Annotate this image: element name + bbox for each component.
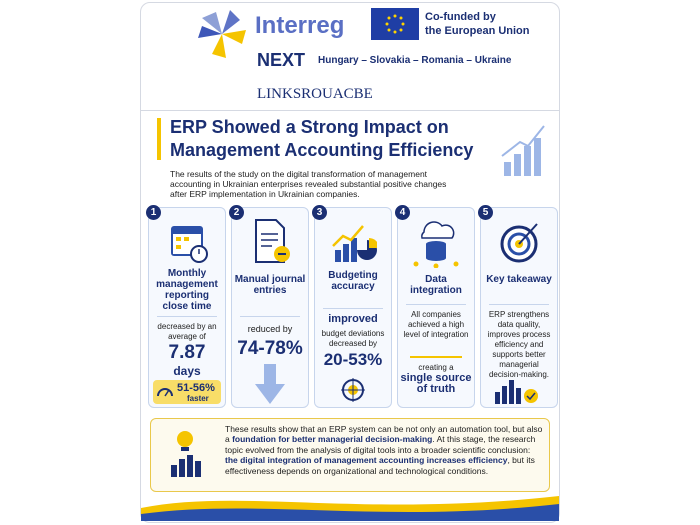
card-text: creating a — [418, 363, 454, 372]
text-run: These results show that an ERP system ca… — [225, 424, 543, 445]
chart-icon — [332, 225, 377, 262]
card-highlight: single source of truth — [400, 372, 472, 395]
target-icon — [500, 223, 538, 263]
card-text: reduced by — [247, 324, 293, 334]
text-run-bold: the digital integration of management ac… — [225, 455, 508, 466]
card: 5 Key takeaway ERP strengthens data qual… — [478, 205, 558, 408]
badge-value: 51-56% — [177, 382, 215, 394]
text-run: . At this stage, the research topic evol… — [225, 434, 536, 455]
eu-flag — [371, 8, 419, 40]
card: 1 Monthly management reporting close tim… — [146, 205, 226, 408]
card-text: All companies achieved a high level of i… — [403, 310, 469, 339]
card-text: decreased by an average of — [157, 322, 217, 341]
badge: 51-56% faster — [153, 380, 221, 404]
footer-waves — [141, 496, 559, 521]
countries: Hungary – Slovakia – Romania – Ukraine — [318, 55, 512, 66]
card-title: Manual journal entries — [234, 274, 306, 296]
eu-text: Co-funded by — [425, 11, 496, 23]
card-text: budget deviations decreased by — [321, 329, 385, 348]
card: 3 Budgeting accuracy improved budget dev… — [312, 205, 392, 408]
intro: The results of the study on the digital … — [170, 169, 446, 199]
divider — [140, 110, 560, 111]
document-icon — [255, 219, 290, 263]
card-title: Key takeaway — [486, 274, 552, 285]
intro-line: accounting in Ukrainian enterprises reve… — [170, 179, 447, 189]
text-run-bold: foundation for better managerial decisio… — [232, 434, 433, 445]
card-value: 74-78% — [237, 338, 303, 359]
down-arrow — [255, 364, 285, 404]
separator — [157, 316, 217, 317]
logo-text: Interreg — [255, 12, 345, 39]
bars-check-icon — [495, 380, 538, 404]
badge-text: faster — [187, 394, 209, 403]
conclusion-text: These results show that an ERP system ca… — [225, 424, 543, 476]
gauge-icon — [157, 388, 173, 397]
idea-icon — [171, 431, 201, 477]
card-number: 2 — [229, 205, 244, 220]
card-highlight: improved — [328, 313, 378, 325]
separator — [410, 356, 462, 358]
conclusion-box: These results show that an ERP system ca… — [150, 418, 550, 492]
card-number: 1 — [146, 205, 161, 220]
card-number: 3 — [312, 205, 327, 220]
card-title: Budgeting accuracy — [328, 270, 378, 292]
target-icon — [341, 378, 365, 402]
title: ERP Showed a Strong Impact on — [170, 117, 449, 137]
title: Management Accounting Efficiency — [170, 140, 474, 160]
program: NEXT — [257, 50, 306, 70]
separator — [240, 316, 300, 317]
card: 4 Data integration All companies achieve… — [395, 205, 475, 408]
card-unit: days — [173, 364, 201, 378]
accent-bar — [157, 118, 161, 160]
separator — [323, 308, 383, 309]
intro-line: after ERP implementation in Ukrainian co… — [170, 189, 360, 199]
card-title: Monthly management reporting close time — [156, 268, 218, 312]
card-title: Data integration — [410, 274, 462, 296]
logo-mark — [198, 10, 246, 58]
frame — [140, 2, 560, 523]
card: 2 Manual journal entries reduced by 74-7… — [229, 205, 309, 408]
separator — [489, 304, 549, 305]
project: LINKSROUACBE — [257, 86, 373, 102]
eu-text: the European Union — [425, 25, 530, 37]
card-number: 4 — [395, 205, 410, 220]
calendar-icon — [171, 226, 208, 263]
separator — [406, 304, 466, 305]
card-value: 20-53% — [323, 350, 383, 369]
card-text: ERP strengthens data quality, improves p… — [487, 310, 551, 379]
text-run: , but its effectiveness depends on organ… — [225, 455, 535, 476]
card-number: 5 — [478, 205, 493, 220]
database-icon — [413, 221, 459, 268]
intro-line: The results of the study on the digital … — [170, 169, 428, 179]
card-value: 7.87 — [168, 342, 206, 363]
growth-icon — [501, 125, 545, 176]
